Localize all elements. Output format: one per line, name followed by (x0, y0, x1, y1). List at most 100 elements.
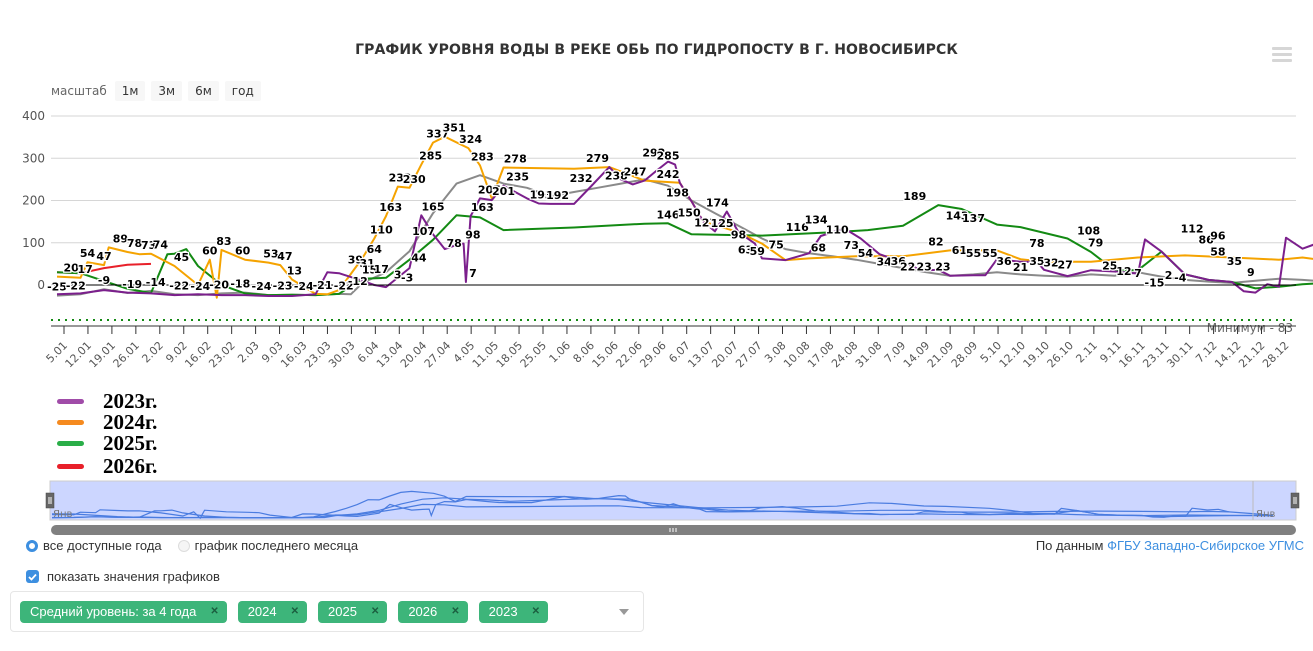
svg-text:22.06: 22.06 (613, 339, 644, 370)
svg-text:7: 7 (469, 267, 477, 280)
svg-text:137: 137 (962, 212, 985, 225)
svg-text:24.08: 24.08 (829, 339, 860, 370)
svg-text:110: 110 (826, 224, 849, 237)
legend-item-2026[interactable]: 2026г. (55, 454, 157, 478)
svg-text:Янв: Янв (53, 509, 72, 520)
svg-text:Янв: Янв (1256, 509, 1275, 520)
svg-text:127: 127 (694, 216, 717, 229)
svg-text:-20: -20 (209, 278, 229, 291)
svg-text:96: 96 (1210, 229, 1226, 242)
svg-text:Минимум - 83: Минимум - 83 (1207, 321, 1293, 335)
svg-text:20.04: 20.04 (398, 339, 429, 370)
svg-text:279: 279 (586, 152, 609, 165)
svg-text:230: 230 (403, 173, 426, 186)
tag-2025-label: 2025 (328, 604, 357, 619)
svg-text:47: 47 (96, 250, 111, 263)
svg-text:351: 351 (443, 122, 466, 135)
zoom-3m-button[interactable]: 3м (151, 81, 183, 101)
chart-title: ГРАФИК УРОВНЯ ВОДЫ В РЕКЕ ОБЬ ПО ГИДРОПО… (355, 42, 958, 58)
show-values-label[interactable]: показать значения графиков (47, 569, 220, 584)
zoom-label: масштаб (51, 84, 107, 98)
svg-text:25.05: 25.05 (518, 339, 549, 370)
svg-text:79: 79 (1088, 237, 1103, 250)
svg-text:300: 300 (22, 151, 45, 165)
svg-text:83: 83 (216, 235, 231, 248)
svg-text:13.07: 13.07 (685, 339, 716, 370)
navigator[interactable]: Янв Янв (0, 480, 1313, 538)
svg-text:174: 174 (706, 196, 729, 209)
radio-last-month[interactable] (177, 539, 190, 552)
show-values-checkbox[interactable] (26, 570, 39, 583)
legend-item-2025[interactable]: 2025г. (55, 431, 157, 455)
remove-tag-icon[interactable]: ✕ (210, 606, 219, 617)
svg-text:110: 110 (370, 224, 393, 237)
svg-text:35: 35 (1227, 255, 1242, 268)
svg-text:-22: -22 (169, 279, 189, 292)
svg-text:47: 47 (277, 250, 292, 263)
svg-text:285: 285 (657, 150, 680, 163)
svg-text:232: 232 (570, 172, 593, 185)
svg-text:15: 15 (362, 264, 377, 277)
svg-text:21: 21 (1013, 261, 1028, 274)
remove-tag-icon[interactable]: ✕ (451, 606, 460, 617)
legend-item-2023[interactable]: 2023г. (55, 389, 157, 413)
svg-text:18.05: 18.05 (494, 339, 525, 370)
zoom-6m-button[interactable]: 6м (188, 81, 219, 101)
svg-text:108: 108 (1077, 224, 1100, 237)
radio-all-years-label[interactable]: все доступные года (43, 538, 162, 553)
svg-text:35: 35 (1029, 255, 1044, 268)
svg-text:39: 39 (348, 254, 363, 267)
remove-tag-icon[interactable]: ✕ (531, 606, 540, 617)
svg-text:31: 31 (360, 257, 375, 270)
dropdown-caret-icon[interactable] (619, 609, 629, 615)
svg-text:198: 198 (666, 186, 689, 199)
svg-text:163: 163 (471, 201, 494, 214)
legend-item-2024[interactable]: 2024г. (55, 410, 157, 434)
svg-text:58: 58 (1210, 245, 1225, 258)
remove-tag-icon[interactable]: ✕ (370, 606, 380, 617)
svg-text:22: 22 (900, 261, 915, 274)
svg-text:-23: -23 (273, 280, 293, 293)
svg-text:54: 54 (858, 247, 874, 260)
svg-text:16.03: 16.03 (278, 339, 309, 370)
svg-text:116: 116 (786, 221, 809, 234)
svg-text:30.03: 30.03 (326, 339, 357, 370)
svg-text:26.10: 26.10 (1045, 339, 1076, 370)
svg-text:45: 45 (174, 251, 189, 264)
svg-text:78: 78 (1029, 237, 1044, 250)
zoom-year-button[interactable]: год (224, 81, 261, 101)
svg-text:283: 283 (471, 150, 494, 163)
svg-text:73: 73 (844, 239, 859, 252)
svg-text:400: 400 (22, 109, 45, 123)
svg-text:61: 61 (952, 244, 967, 257)
credit-link[interactable]: ФГБУ Западно-Сибирское УГМС (1107, 538, 1304, 553)
svg-text:-21: -21 (313, 279, 333, 292)
svg-text:189: 189 (903, 190, 926, 203)
svg-text:19.10: 19.10 (1021, 339, 1052, 370)
hamburger-menu-icon[interactable] (1272, 47, 1292, 63)
show-values-row: показать значения графиков (26, 569, 220, 584)
svg-text:163: 163 (379, 201, 402, 214)
svg-text:17.08: 17.08 (805, 339, 836, 370)
zoom-1m-button[interactable]: 1м (114, 81, 146, 101)
legend-swatch-2025 (57, 441, 84, 446)
svg-text:25: 25 (1102, 259, 1117, 272)
series-multiselect[interactable]: Средний уровень: за 4 года ✕ 2024 ✕ 2025 ✕ … (10, 591, 644, 632)
svg-text:193: 193 (530, 188, 553, 201)
svg-text:89: 89 (113, 232, 128, 245)
svg-text:98: 98 (465, 229, 480, 242)
radio-last-month-label[interactable]: график последнего месяца (194, 538, 359, 553)
tag-average-label: Средний уровень: за 4 года (30, 604, 197, 619)
svg-text:29.06: 29.06 (637, 339, 668, 370)
svg-text:112: 112 (1181, 223, 1204, 236)
svg-text:64: 64 (367, 243, 383, 256)
svg-text:10.08: 10.08 (781, 339, 812, 370)
svg-text:54: 54 (80, 247, 96, 260)
svg-text:337: 337 (426, 128, 449, 141)
radio-all-years[interactable] (26, 539, 38, 552)
remove-tag-icon[interactable]: ✕ (290, 606, 300, 617)
svg-text:28.09: 28.09 (949, 339, 980, 370)
svg-text:-24: -24 (252, 280, 272, 293)
data-credit: По данным ФГБУ Западно-Сибирское УГМС (1036, 538, 1304, 553)
